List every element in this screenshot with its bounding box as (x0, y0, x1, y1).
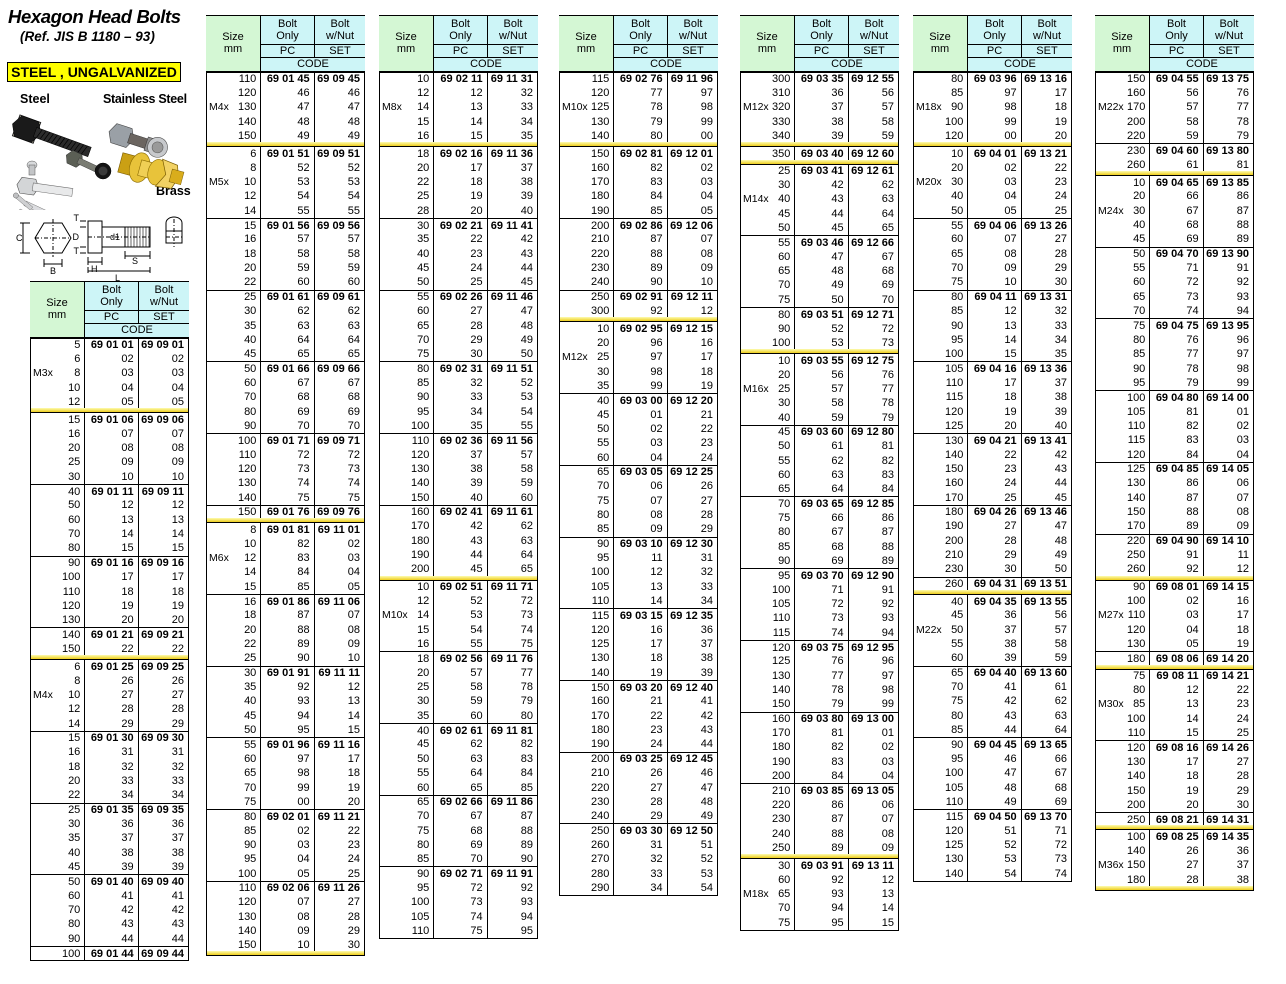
svg-text:S: S (132, 256, 138, 266)
svg-text:C: C (16, 233, 23, 243)
svg-text:T: T (74, 246, 80, 256)
svg-text:T: T (74, 213, 80, 223)
svg-text:D: D (73, 232, 80, 242)
svg-text:H: H (91, 264, 98, 274)
svg-text:d1: d1 (110, 232, 120, 242)
svg-text:B: B (50, 266, 56, 276)
